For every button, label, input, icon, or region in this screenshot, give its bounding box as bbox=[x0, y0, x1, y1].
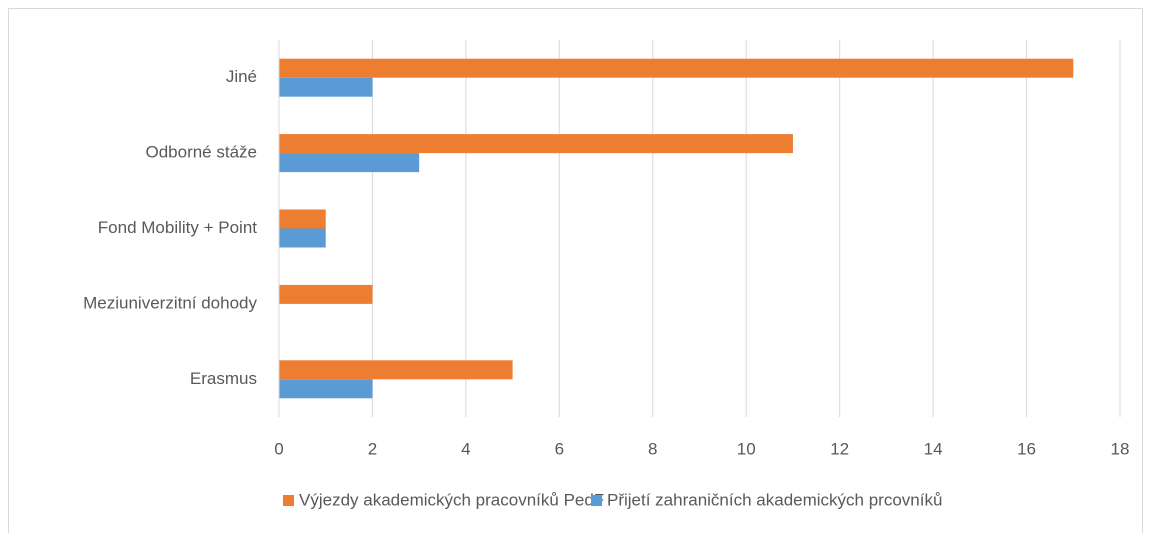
bar bbox=[279, 360, 513, 380]
legend-swatch bbox=[283, 495, 294, 506]
x-tick-label: 8 bbox=[648, 439, 657, 458]
y-tick-label: Fond Mobility + Point bbox=[98, 218, 257, 237]
x-tick-label: 10 bbox=[737, 439, 756, 458]
x-tick-label: 18 bbox=[1111, 439, 1130, 458]
bar bbox=[279, 134, 793, 154]
legend-label: Přijetí zahraničních akademických prcovn… bbox=[607, 490, 942, 509]
bar bbox=[279, 153, 420, 173]
bar bbox=[279, 228, 326, 248]
x-tick-label: 16 bbox=[1017, 439, 1036, 458]
y-tick-label: Odborné stáže bbox=[145, 143, 257, 162]
bar bbox=[279, 379, 373, 399]
x-tick-label: 0 bbox=[274, 439, 283, 458]
y-tick-label: Erasmus bbox=[190, 369, 257, 388]
x-tick-label: 2 bbox=[368, 439, 377, 458]
x-tick-label: 14 bbox=[924, 439, 943, 458]
x-tick-label: 12 bbox=[830, 439, 849, 458]
bar bbox=[279, 77, 373, 97]
legend-label: Výjezdy akademických pracovníků PedF bbox=[299, 490, 604, 509]
bar bbox=[279, 209, 326, 229]
x-tick-label: 4 bbox=[461, 439, 470, 458]
x-tick-label: 6 bbox=[555, 439, 564, 458]
legend-swatch bbox=[591, 495, 602, 506]
y-tick-label: Jiné bbox=[226, 67, 257, 86]
chart-border bbox=[8, 8, 1143, 538]
bar bbox=[279, 284, 373, 304]
bar bbox=[279, 58, 1074, 78]
y-tick-label: Meziuniverzitní dohody bbox=[83, 293, 257, 312]
